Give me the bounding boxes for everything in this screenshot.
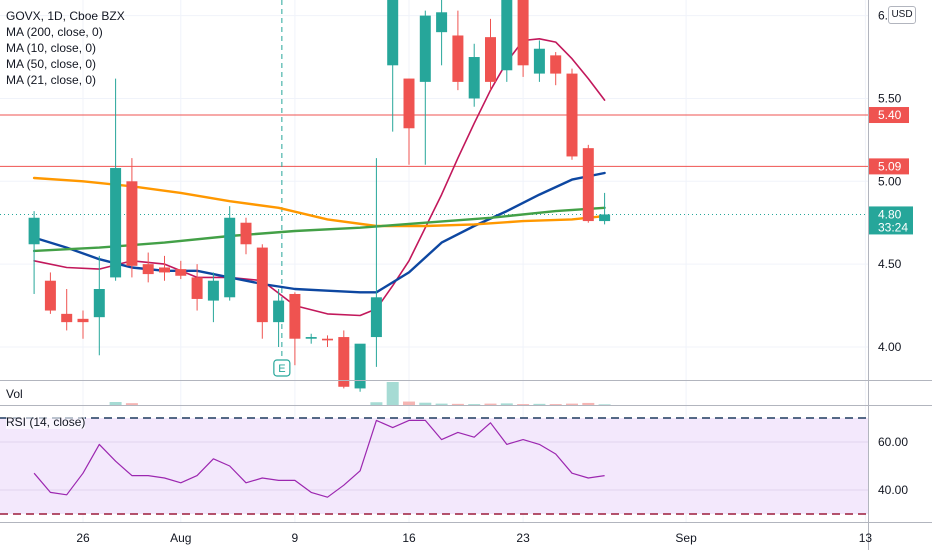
candle-body [110,168,122,278]
rsi-tick-label: 60.00 [878,435,908,449]
legend-ma200[interactable]: MA (200, close, 0) [6,25,103,39]
volume-bar [582,402,595,405]
candle-body [322,338,333,341]
candle-body [224,217,236,298]
price-tick-label: 4.50 [878,257,902,271]
candle-body [142,264,154,275]
candle-body [566,73,578,157]
volume-bar [500,403,513,405]
candle-body [126,181,138,266]
legend-ma21[interactable]: MA (21, close, 0) [6,73,97,87]
volume-bar [598,404,611,405]
volume-bar [549,404,562,405]
candle-body [77,318,89,323]
last-price-label: 4.80 [878,207,902,221]
legend-ma50[interactable]: MA (50, close, 0) [6,57,97,71]
rsi-layer [33,419,605,498]
candle-body [191,277,203,299]
candle-body [533,48,545,74]
price-tag [869,107,909,124]
currency-button[interactable]: USD [888,6,916,24]
price-tick-label: 4.00 [878,340,902,354]
rsi-tick-label: 40.00 [878,483,908,497]
candle-body [485,37,496,82]
candle-body [44,280,56,311]
volume-bar [419,402,432,405]
rsi-pane-label[interactable]: RSI (14, close) [6,415,86,429]
volume-bar [370,402,383,405]
candle-body [175,269,187,276]
bar-countdown-label: 33:24 [878,220,908,234]
volume-bar [517,404,530,405]
candle-body [207,280,219,301]
chart-legend: GOVX, 1D, Cboe BZX MA (200, close, 0) MA… [6,8,125,88]
time-tick-label: 26 [76,531,90,545]
rsi-background [0,417,868,515]
volume-bar [386,382,399,405]
candle-body [403,78,415,129]
candle-body [501,0,513,71]
candle-body [468,57,480,99]
time-tick-label: 9 [292,531,299,545]
price-tag-label: 5.09 [878,159,902,173]
volume-bar [566,403,578,405]
legend-ma10[interactable]: MA (10, close, 0) [6,41,97,55]
candle-body [305,337,317,339]
volume-bar [435,403,448,405]
time-tick-label: 23 [516,531,530,545]
time-tick-label: Aug [170,531,191,545]
volume-pane-label[interactable]: Vol [6,387,23,401]
candle-body [419,15,431,82]
candle-body [387,0,399,66]
legend-symbol[interactable]: GOVX, 1D, Cboe BZX [6,9,125,23]
price-tick-label: 5.00 [878,174,902,188]
candle-body [599,214,611,222]
rsi-band-fill [0,418,868,514]
volume-bar [468,404,481,405]
rsi-line [33,419,605,498]
price-tick-label: 5.50 [878,91,902,105]
volume-bar [533,403,546,405]
candle-body [159,267,170,273]
volume-bar [125,403,138,405]
candle-body [370,297,382,338]
last-price-tag [869,206,913,235]
candle-body [517,0,529,66]
volume-bar [484,403,497,405]
candle-body [61,313,73,323]
candle-body [93,289,105,318]
candle-body [582,148,594,222]
candle-body [452,35,464,82]
candle-body [273,300,285,323]
candle-body [28,217,40,245]
time-tick-label: Sep [675,531,697,545]
volume-bar [109,402,122,405]
candle-body [550,55,562,74]
earnings-marker [273,359,291,377]
horizontal-lines-layer [0,0,868,360]
candle-body [256,247,268,323]
ma10-line [33,37,606,317]
price-tag-label: 5.40 [878,108,902,122]
time-tick-label: 13 [859,531,873,545]
price-tag [869,158,909,175]
candles-layer [28,0,611,392]
candle-body [338,337,350,387]
volume-bars-layer [109,382,611,405]
candle-body [354,343,366,389]
candle-body [289,293,301,339]
volume-bar [403,401,415,405]
time-tick-label: 16 [402,531,416,545]
volume-bar [451,403,464,405]
candle-body [436,12,448,33]
candle-body [240,222,252,245]
earnings-marker-label: E [278,363,285,375]
